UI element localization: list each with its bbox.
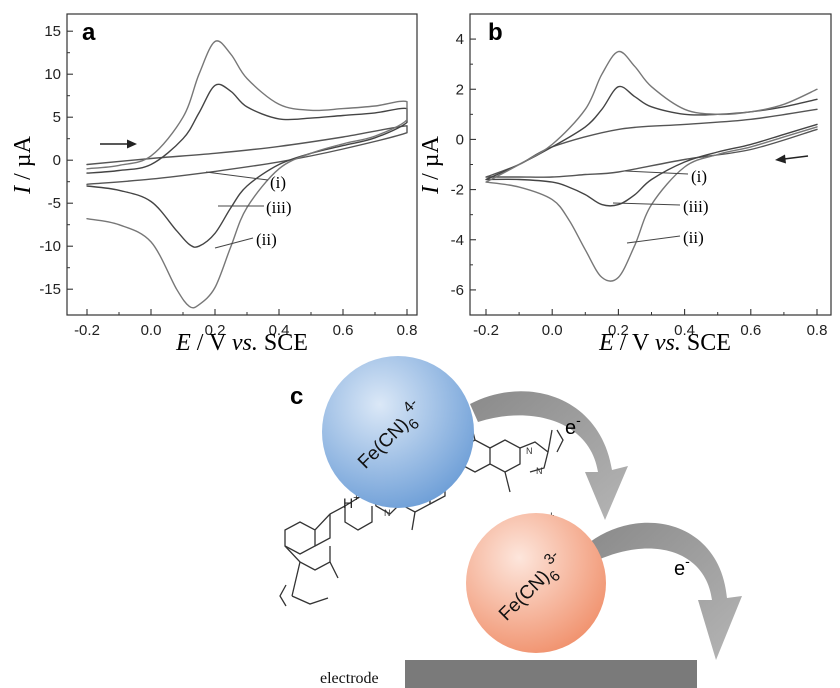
electron-label-bottom: e- [674,553,690,580]
panel-b-y-tick-label: 0 [456,131,464,148]
panel-b-y-tick-label: -2 [451,182,464,199]
panel-b-scan-arrow [775,154,809,164]
panel-b-x-tick-label: 0.8 [807,322,828,339]
aromatic-ring [284,505,346,555]
panel-b-series-ii-line [485,50,818,282]
panel-a-x-axis-label: E / V vs. SCE [175,330,308,356]
aromatic-ring [344,489,373,531]
panel-a-frame [66,13,418,316]
panel-a-x-tick-label: 0.4 [269,322,290,339]
nitrogen-label: N [384,508,391,518]
electron-transfer-arrow-top [470,391,628,520]
panel-a-x-tick-label: 0.6 [333,322,354,339]
panel-b-annotation-iii: (iii) [683,197,709,216]
panel-a-y-tick-label: 10 [44,66,61,83]
nitrogen-label: N [536,466,543,476]
panel-a-annotation-i: (i) [270,173,286,192]
methyl-bond [291,561,301,597]
electron-label-top: e- [565,412,581,439]
panel-b-series-iii-line [485,85,818,207]
panel-a-series-ii-line [86,40,408,309]
panel-a-leader-ii [214,237,254,249]
diazocine-ring [519,441,549,473]
panel-b-leader-iii [612,202,681,206]
panel-b-y-tick-label: -4 [451,232,464,249]
panel-a-y-tick-label: 15 [44,23,61,40]
panel-a-y-tick-label: -5 [48,195,61,212]
panel-b-leader-i [624,170,689,175]
panel-a-chart: a -0.2 0.0 0.2 0.4 0.6 0.8 15 10 5 0 -5 -10 -15 I / … [10,13,418,356]
bond [291,595,329,605]
panel-a-y-axis-label: I / µA [10,135,36,194]
panel-a-y-tick-label: 5 [53,109,61,126]
panel-b-x-tick-label: 0.0 [542,322,563,339]
panel-b-frame [469,13,832,316]
panel-b-label: b [488,19,503,46]
bridge-bond [314,514,331,547]
panel-a-ticks: -0.2 0.0 0.2 0.4 0.6 0.8 15 10 5 0 -5 -10 -15 [39,23,417,339]
panel-a-annotation-iii: (iii) [266,198,292,217]
panel-b-x-tick-label: 0.6 [740,322,761,339]
ferrocyanide-ion-sphere [322,356,474,508]
panel-b-annotation-ii: (ii) [683,228,704,247]
panel-b-ticks: -0.2 0.0 0.2 0.4 0.6 0.8 4 2 0 -2 -4 -6 [451,31,828,339]
panel-b-y-tick-label: -6 [451,282,464,299]
aromatic-ring [284,545,331,571]
panel-b-chart: b -0.2 0.0 0.2 0.4 0.6 0.8 4 2 0 -2 -4 -6 I / µA E … [418,13,832,356]
chain-end-bracket [279,584,287,607]
panel-b-leader-ii [626,235,681,244]
methyl-bond [504,471,511,493]
panel-b-annotation-i: (i) [691,167,707,186]
panel-b-x-tick-label: 0.4 [674,322,695,339]
panel-b-curves [485,50,818,282]
panel-c-diagram: c e- e- [279,356,742,688]
panel-a-annotation-ii: (ii) [256,230,277,249]
electrode-label: electrode [320,670,379,687]
electron-transfer-arrow-bottom [590,522,742,660]
proton-label-left: H+ [343,492,360,511]
panel-b-series-i-line [485,108,818,178]
panel-b-x-tick-label: -0.2 [473,322,499,339]
panel-a-y-tick-label: -15 [39,281,61,298]
aromatic-ring [489,439,521,473]
nitrogen-label: N [526,446,533,456]
bond [547,429,553,453]
ferricyanide-ion-sphere [466,513,606,653]
chain-end-bracket [556,429,564,453]
panel-a-leader-i [205,171,269,181]
panel-a-label: a [82,19,96,46]
panel-a-series-iii-line [86,83,408,248]
methyl-bond [329,561,339,579]
methyl-bond [411,511,416,531]
electrode-plate [405,660,697,688]
panel-a-y-tick-label: -10 [39,238,61,255]
panel-a-x-tick-label: 0.0 [141,322,162,339]
panel-b-y-tick-label: 4 [456,31,464,48]
panel-a-x-tick-label: -0.2 [74,322,100,339]
panel-a-series-i-line [86,125,408,185]
panel-a-curves [86,40,408,309]
panel-b-x-axis-label: E / V vs. SCE [598,330,731,356]
panel-a-scan-arrow [100,139,137,149]
panel-a-y-tick-label: 0 [53,152,61,169]
panel-b-y-axis-label: I / µA [418,135,444,194]
panel-a-x-tick-label: 0.8 [397,322,418,339]
panel-b-y-tick-label: 2 [456,81,464,98]
panel-a-x-tick-label: 0.2 [205,322,226,339]
panel-b-x-tick-label: 0.2 [608,322,629,339]
panel-c-label: c [290,383,303,410]
